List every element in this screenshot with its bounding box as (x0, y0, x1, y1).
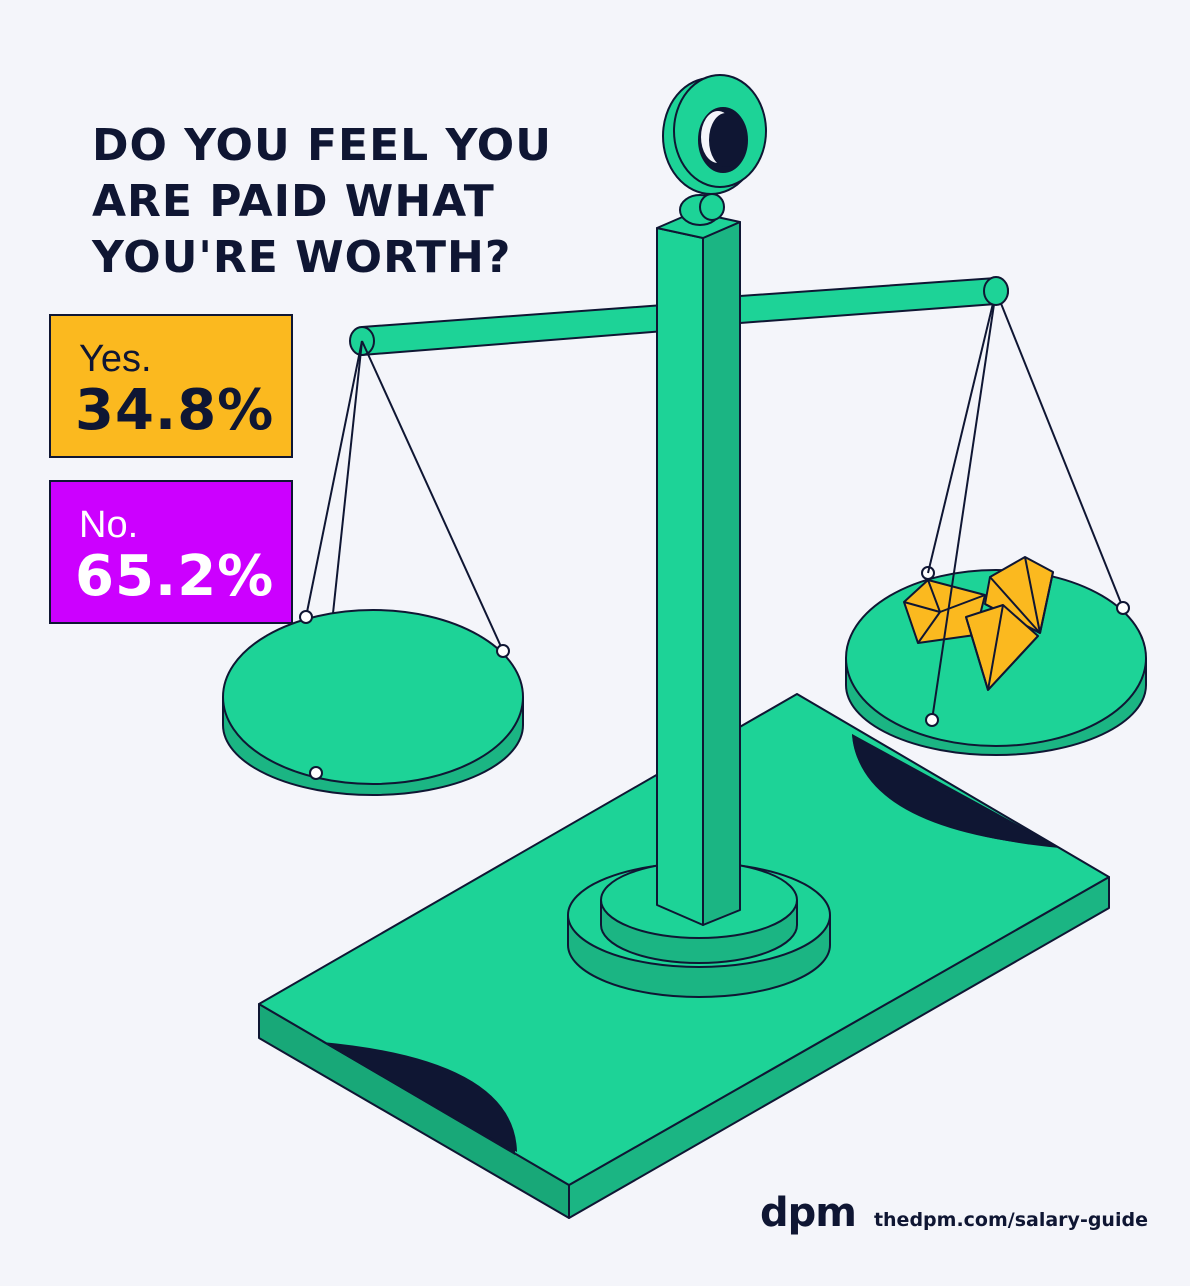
right-pan-strings (925, 276, 1130, 727)
title-line-3: YOU'RE WORTH? (92, 232, 512, 283)
no-result-card: No. 65.2% (49, 480, 293, 624)
scale-top-ring (662, 74, 767, 226)
title-line-2: ARE PAID WHAT (92, 176, 495, 227)
no-label: No. (79, 504, 139, 546)
brand-footer: dpm thedpm.com/salary-guide (760, 1190, 1148, 1236)
no-percentage: 65.2% (75, 544, 275, 609)
yes-result-card: Yes. 34.8% (49, 314, 293, 458)
gems (903, 556, 1054, 691)
yes-percentage: 34.8% (75, 378, 275, 443)
question-title: DO YOU FEEL YOU ARE PAID WHAT YOU'RE WOR… (92, 118, 552, 286)
dpm-logo: dpm (760, 1190, 857, 1236)
title-line-1: DO YOU FEEL YOU (92, 120, 552, 171)
scale-pillar (656, 211, 741, 926)
left-pan (222, 340, 524, 796)
yes-label: Yes. (79, 338, 152, 380)
source-url[interactable]: thedpm.com/salary-guide (873, 1209, 1148, 1231)
